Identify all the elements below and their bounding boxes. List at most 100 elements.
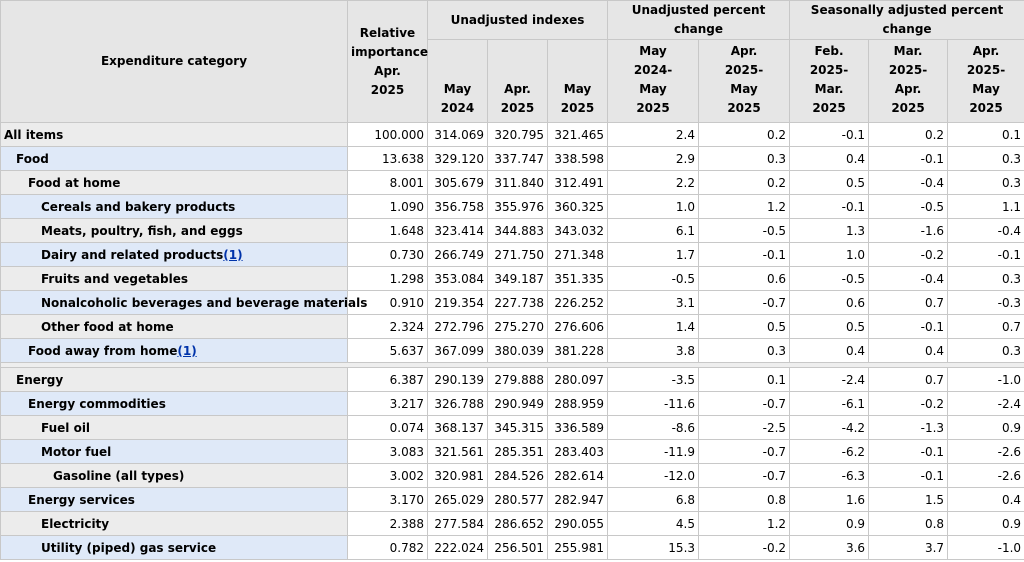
value-cell: 290.139 xyxy=(427,367,488,392)
footnote-link[interactable]: (1) xyxy=(223,247,243,262)
value-cell: 8.001 xyxy=(347,170,428,195)
value-cell: 323.414 xyxy=(427,218,488,243)
value-cell: 314.069 xyxy=(427,122,488,147)
value-cell: 381.228 xyxy=(546,338,609,363)
value-cell: -0.1 xyxy=(868,463,949,488)
value-cell: 0.3 xyxy=(947,338,1024,363)
value-cell: 13.638 xyxy=(347,146,428,171)
table-row: Fuel oil 0.074 368.137 345.315 336.589 -8.6 -2… xyxy=(0,415,1024,440)
value-cell: -0.5 xyxy=(698,218,791,243)
value-cell: -8.6 xyxy=(607,415,700,440)
value-cell: 227.738 xyxy=(487,290,548,315)
value-cell: -4.2 xyxy=(789,415,870,440)
value-cell: 219.354 xyxy=(427,290,488,315)
row-label: Dairy and related products(1) xyxy=(0,242,348,267)
table-row: Gasoline (all types) 3.002 320.981 284.526 2… xyxy=(0,463,1024,488)
table-row: Motor fuel 3.083 321.561 285.351 283.403 -11.… xyxy=(0,439,1024,464)
value-cell: -2.4 xyxy=(789,367,870,392)
header-group-unadjusted-percent-change: Unadjusted percent change xyxy=(607,0,791,40)
value-cell: 0.1 xyxy=(698,367,791,392)
row-label: Cereals and bakery products xyxy=(0,194,348,219)
column-header: Feb. 2025- Mar. 2025 xyxy=(789,39,870,123)
value-cell: 344.883 xyxy=(487,218,548,243)
value-cell: -0.2 xyxy=(868,242,949,267)
value-cell: -0.1 xyxy=(868,314,949,339)
value-cell: 6.8 xyxy=(607,487,700,512)
footnote-link[interactable]: (1) xyxy=(177,343,197,358)
value-cell: 279.888 xyxy=(487,367,548,392)
row-label: Fruits and vegetables xyxy=(0,266,348,291)
value-cell: 0.6 xyxy=(789,290,870,315)
value-cell: 3.6 xyxy=(789,535,870,560)
value-cell: 0.5 xyxy=(789,314,870,339)
value-cell: 2.388 xyxy=(347,511,428,536)
value-cell: 266.749 xyxy=(427,242,488,267)
value-cell: -0.4 xyxy=(868,266,949,291)
value-cell: -6.3 xyxy=(789,463,870,488)
value-cell: -0.1 xyxy=(789,194,870,219)
value-cell: 360.325 xyxy=(546,194,609,219)
value-cell: -0.7 xyxy=(698,391,791,416)
value-cell: 1.3 xyxy=(789,218,870,243)
value-cell: -12.0 xyxy=(607,463,700,488)
value-cell: 0.9 xyxy=(947,511,1024,536)
value-cell: 1.6 xyxy=(789,487,870,512)
value-cell: -1.6 xyxy=(868,218,949,243)
value-cell: 5.637 xyxy=(347,338,428,363)
value-cell: 0.4 xyxy=(789,146,870,171)
value-cell: 0.3 xyxy=(698,338,791,363)
table-row: Food 13.638 329.120 337.747 338.598 2.9 0.3 0.4… xyxy=(0,146,1024,171)
value-cell: 338.598 xyxy=(546,146,609,171)
value-cell: -0.3 xyxy=(947,290,1024,315)
row-label: Food at home xyxy=(0,170,348,195)
value-cell: 367.099 xyxy=(427,338,488,363)
table-row: Cereals and bakery products 1.090 356.758 3… xyxy=(0,194,1024,219)
row-label: Food xyxy=(0,146,348,171)
value-cell: 2.4 xyxy=(607,122,700,147)
value-cell: -0.5 xyxy=(789,266,870,291)
value-cell: -0.5 xyxy=(607,266,700,291)
column-header: Mar. 2025- Apr. 2025 xyxy=(868,39,949,123)
value-cell: 4.5 xyxy=(607,511,700,536)
value-cell: 290.949 xyxy=(487,391,548,416)
value-cell: 0.4 xyxy=(947,487,1024,512)
value-cell: 1.648 xyxy=(347,218,428,243)
value-cell: -2.6 xyxy=(947,439,1024,464)
value-cell: 0.9 xyxy=(947,415,1024,440)
value-cell: 326.788 xyxy=(427,391,488,416)
table-body: All items 100.000 314.069 320.795 321.465 2.4… xyxy=(0,122,1024,560)
value-cell: 3.7 xyxy=(868,535,949,560)
table-row: Electricity 2.388 277.584 286.652 290.055 4.5… xyxy=(0,511,1024,536)
value-cell: 3.8 xyxy=(607,338,700,363)
value-cell: 337.747 xyxy=(487,146,548,171)
value-cell: 265.029 xyxy=(427,487,488,512)
value-cell: 336.589 xyxy=(546,415,609,440)
table-row: Food at home 8.001 305.679 311.840 312.491 2.… xyxy=(0,170,1024,195)
header-group-seasonally-adjusted: Seasonally adjusted percent change xyxy=(789,0,1024,40)
value-cell: 6.1 xyxy=(607,218,700,243)
value-cell: 0.5 xyxy=(698,314,791,339)
value-cell: 349.187 xyxy=(487,266,548,291)
value-cell: -0.2 xyxy=(868,391,949,416)
row-label: Energy xyxy=(0,367,348,392)
table-row: Energy 6.387 290.139 279.888 280.097 -3.5 0.1-… xyxy=(0,367,1024,392)
value-cell: 276.606 xyxy=(546,314,609,339)
value-cell: -2.4 xyxy=(947,391,1024,416)
value-cell: -0.1 xyxy=(698,242,791,267)
value-cell: 0.074 xyxy=(347,415,428,440)
value-cell: 1.7 xyxy=(607,242,700,267)
value-cell: -11.9 xyxy=(607,439,700,464)
value-cell: 3.002 xyxy=(347,463,428,488)
value-cell: -0.7 xyxy=(698,463,791,488)
value-cell: 1.2 xyxy=(698,194,791,219)
value-cell: 1.0 xyxy=(789,242,870,267)
table-row: Nonalcoholic beverages and beverage mate… xyxy=(0,290,1024,315)
value-cell: -0.2 xyxy=(698,535,791,560)
value-cell: 1.4 xyxy=(607,314,700,339)
value-cell: 0.8 xyxy=(698,487,791,512)
value-cell: -1.0 xyxy=(947,367,1024,392)
value-cell: 356.758 xyxy=(427,194,488,219)
table-row: Energy services 3.170 265.029 280.577 282.94… xyxy=(0,487,1024,512)
row-label: Nonalcoholic beverages and beverage mate… xyxy=(0,290,367,315)
